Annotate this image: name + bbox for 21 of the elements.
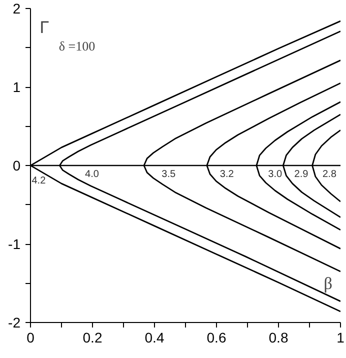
y-tick-label: 1 [12, 79, 21, 95]
annotation: δ =100 [58, 38, 96, 54]
x-tick-label: 0.2 [82, 330, 102, 346]
y-tick-label: -2 [8, 314, 21, 330]
x-tick-label: 0.8 [268, 330, 288, 346]
series-label: 2.8 [322, 169, 337, 180]
y-tick-label: 0 [12, 158, 21, 174]
series-label: 4.0 [85, 169, 100, 180]
series-label: 3.2 [220, 169, 234, 180]
x-tick-label: 1 [336, 330, 345, 346]
y-tick-label: 2 [12, 0, 21, 16]
x-tick-label: 0.6 [206, 330, 226, 346]
series-label: 3.5 [162, 169, 176, 180]
series-label: 2.9 [294, 169, 309, 180]
y-tick-label: -1 [8, 236, 21, 252]
series-label: 3.0 [268, 169, 282, 180]
series-label: 4.2 [32, 175, 46, 186]
x-axis-title: β [324, 274, 332, 293]
x-tick-label: 0 [26, 330, 35, 346]
y-axis-title: Γ [40, 18, 50, 37]
x-tick-label: 0.4 [144, 330, 164, 346]
